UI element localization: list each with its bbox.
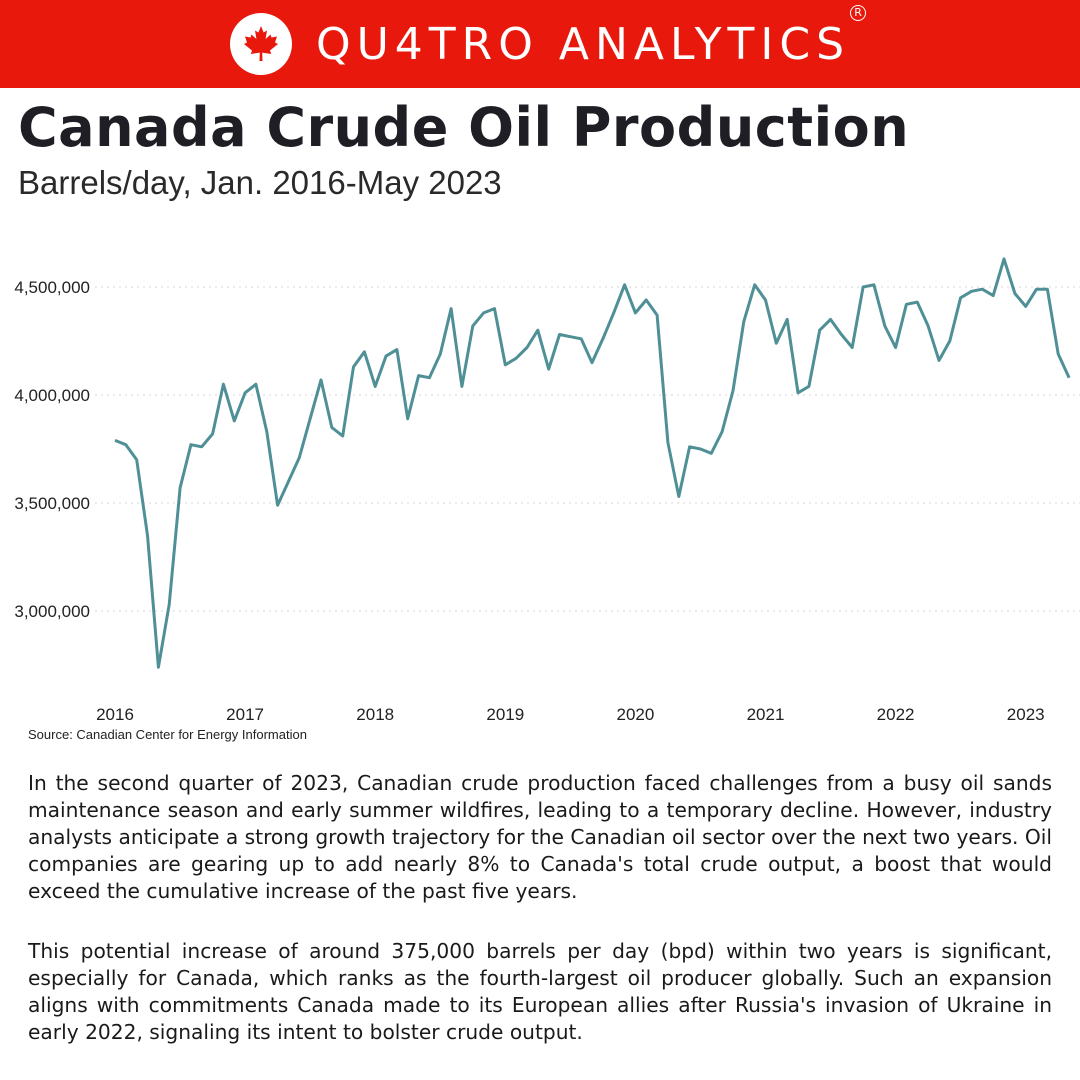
header-banner: QU4TRO ANALYTICS R bbox=[0, 0, 1080, 88]
x-tick-label: 2018 bbox=[356, 705, 394, 724]
source-note: Source: Canadian Center for Energy Infor… bbox=[28, 727, 307, 742]
page-subtitle: Barrels/day, Jan. 2016-May 2023 bbox=[18, 164, 502, 201]
brand-text: QU4TRO ANALYTICS bbox=[315, 18, 851, 70]
x-tick-label: 2017 bbox=[226, 705, 264, 724]
brand-name: QU4TRO ANALYTICS R bbox=[315, 4, 867, 70]
series-line bbox=[114, 257, 1071, 669]
x-tick-label: 2021 bbox=[747, 705, 785, 724]
x-tick-label: 2023 bbox=[1007, 705, 1045, 724]
x-tick-label: 2022 bbox=[877, 705, 915, 724]
x-tick-label: 2020 bbox=[616, 705, 654, 724]
y-tick-label: 4,000,000 bbox=[14, 386, 90, 405]
x-tick-label: 2016 bbox=[96, 705, 134, 724]
y-tick-label: 3,000,000 bbox=[14, 602, 90, 621]
maple-leaf-icon bbox=[243, 26, 278, 61]
line-chart: 3,000,000 3,500,000 4,000,000 4,500,000 2016… bbox=[14, 257, 1080, 724]
paragraph-1: In the second quarter of 2023, Canadian … bbox=[28, 771, 1052, 903]
paragraph-2: This potential increase of around 375,00… bbox=[28, 939, 1052, 1044]
y-tick-label: 4,500,000 bbox=[14, 278, 90, 297]
x-tick-label: 2019 bbox=[486, 705, 524, 724]
registered-mark: R bbox=[850, 4, 867, 21]
y-tick-label: 3,500,000 bbox=[14, 494, 90, 513]
logo bbox=[229, 13, 292, 75]
page-title: Canada Crude Oil Production bbox=[18, 96, 910, 159]
